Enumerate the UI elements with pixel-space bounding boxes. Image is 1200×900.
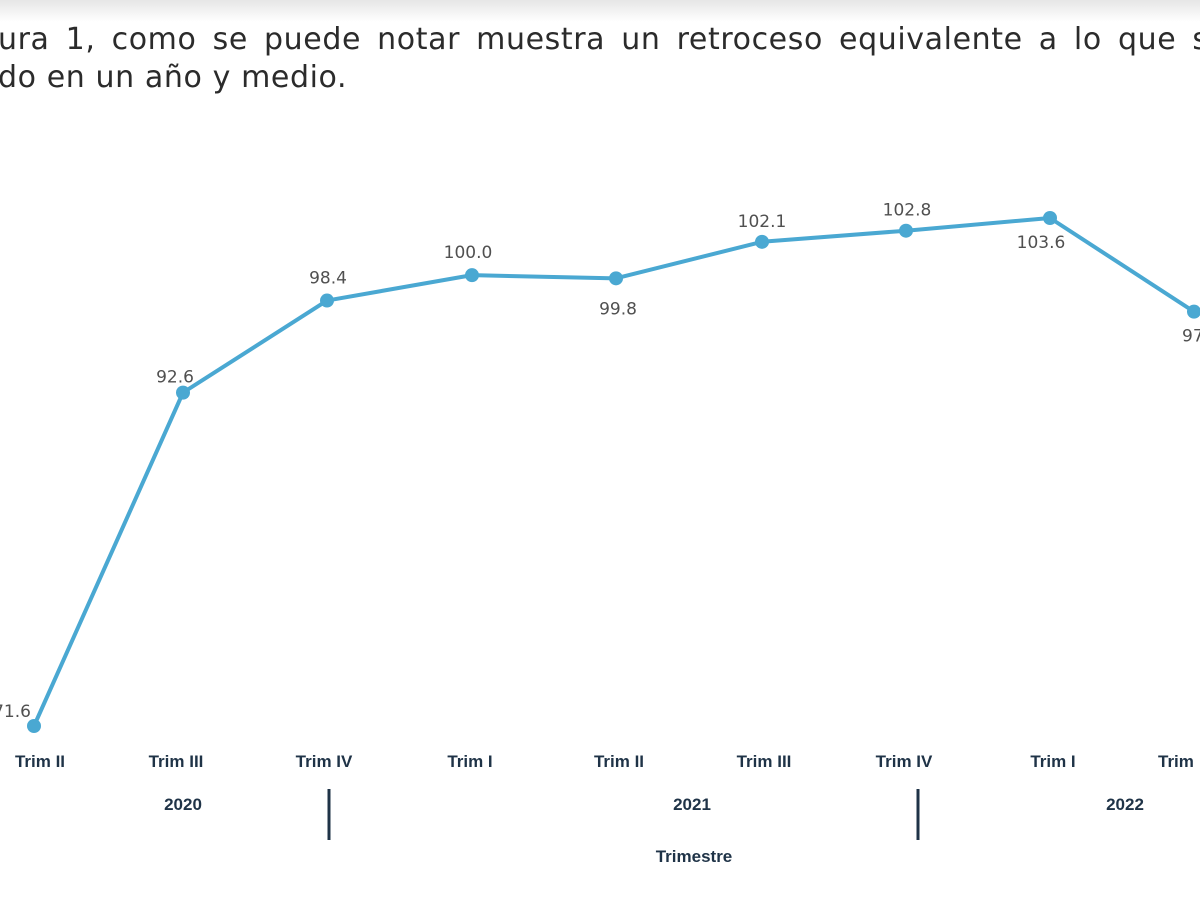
data-point-5 [755,234,769,249]
data-label-6: 102.8 [883,201,932,221]
page-top-edge [0,0,1200,22]
paragraph-line: do en un año y medio. [0,60,348,95]
data-label-5: 102.1 [738,212,787,232]
data-point-3 [465,268,479,283]
year-label-2020: 2020 [164,795,202,814]
x-tick-label-1: Trim III [149,752,204,771]
x-tick-label-2: Trim IV [296,752,353,771]
data-label-8: 97 [1182,327,1200,347]
x-tick-label-8: Trim [1158,752,1194,771]
series-line [32,216,1196,728]
data-label-0: 71.6 [0,702,31,722]
paragraph-line: ura 1, como se puede notar muestra un re… [0,22,1200,57]
x-tick-label-6: Trim IV [876,752,933,771]
x-tick-label-5: Trim III [737,752,792,771]
x-tick-label-0: Trim II [15,752,65,771]
data-label-7: 103.6 [1017,233,1066,253]
data-point-7 [1043,211,1057,225]
x-tick-label-4: Trim II [594,752,644,771]
data-point-0 [27,719,41,733]
data-point-8 [1187,304,1200,319]
data-point-4 [609,271,623,286]
data-label-4: 99.8 [599,299,637,319]
data-point-6 [899,223,913,238]
data-label-3: 100.0 [444,243,493,263]
year-label-2021: 2021 [673,795,711,814]
data-label-1: 92.6 [156,368,194,388]
x-tick-label-7: Trim I [1030,752,1075,771]
data-label-2: 98.4 [309,269,347,289]
data-point-1 [176,385,190,400]
x-axis-title: Trimestre [656,847,733,866]
year-label-2022: 2022 [1106,795,1144,814]
x-tick-label-3: Trim I [447,752,492,771]
data-point-2 [320,293,334,308]
